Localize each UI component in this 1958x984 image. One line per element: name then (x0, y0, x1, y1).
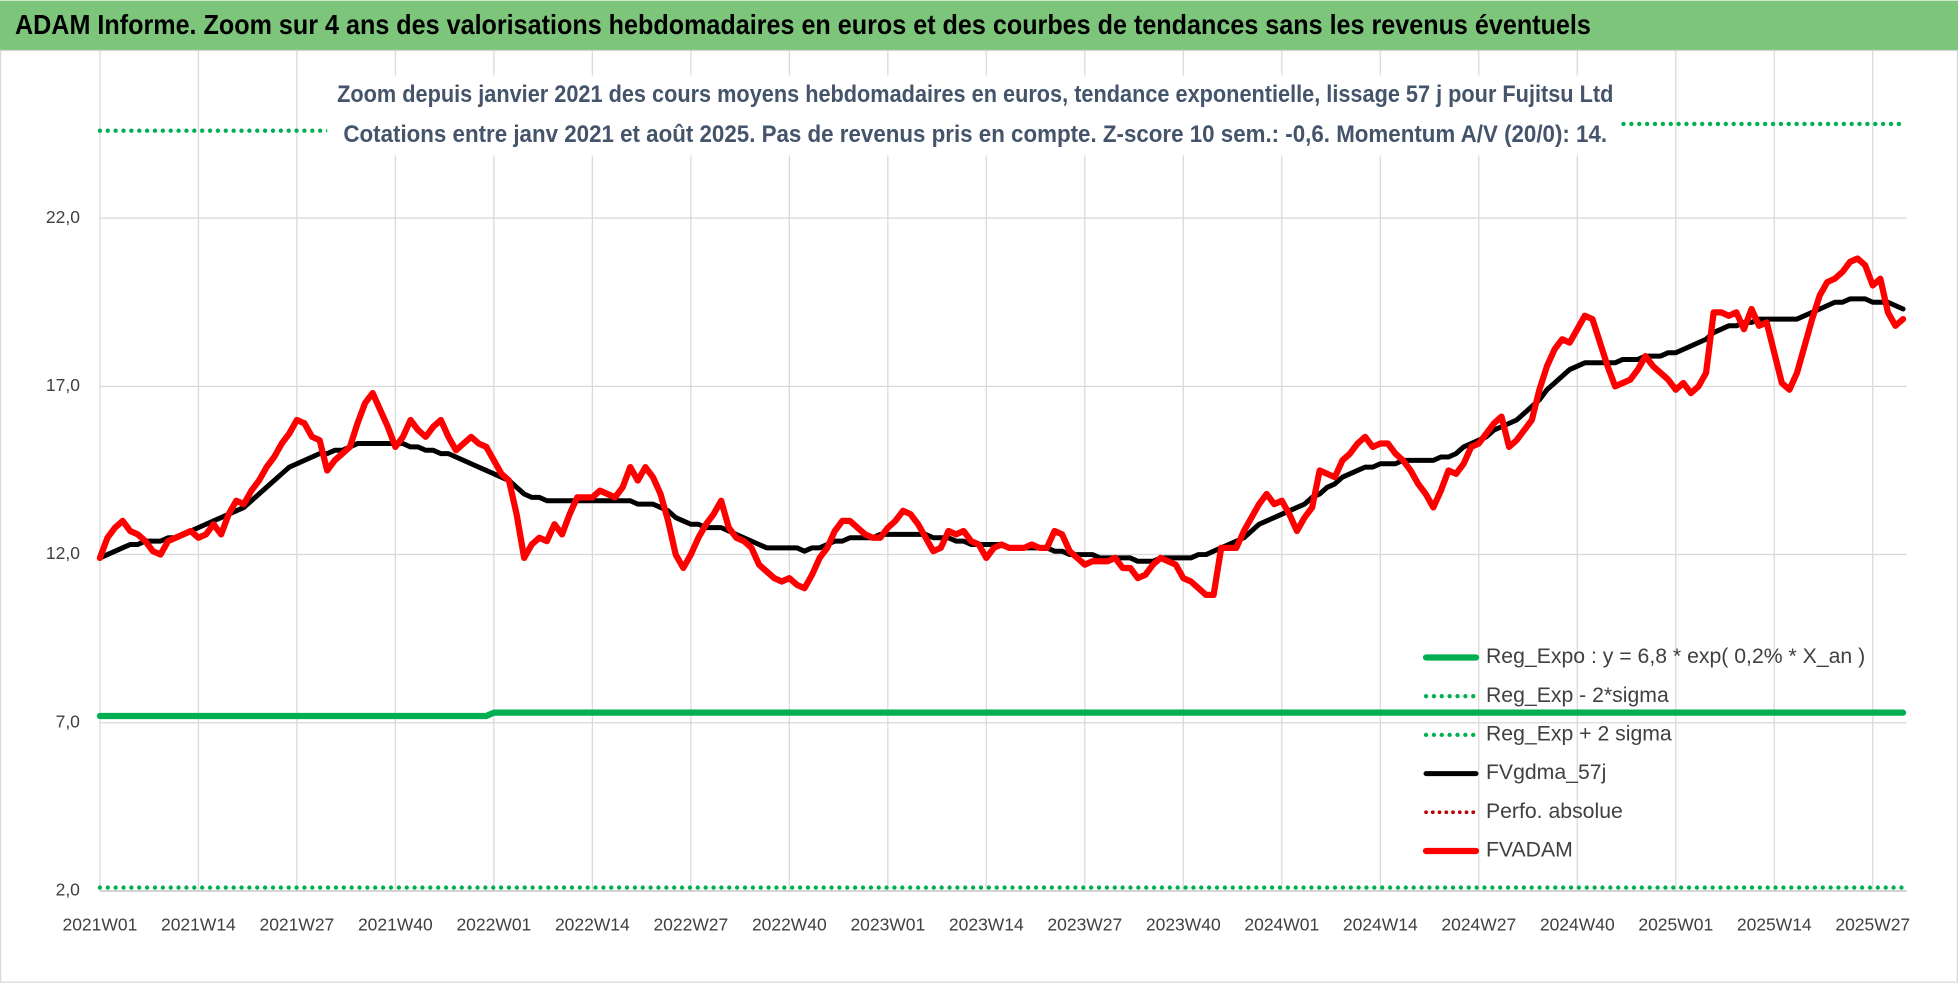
legend-label: FVgdma_57j (1486, 761, 1606, 784)
y-tick-label: 7,0 (56, 711, 81, 731)
y-tick-label: 2,0 (56, 880, 81, 900)
frame (0, 49, 1958, 983)
legend-label: Reg_Expo : y = 6,8 * exp( 0,2% * X_an ) (1486, 645, 1865, 668)
x-tick-label: 2025W27 (1835, 915, 1910, 935)
x-tick-label: 2022W40 (752, 915, 827, 935)
grid: 2,0 7,0 12,0 17,0 22,0 2021W01 2021W14 2021W27 2… (46, 49, 1910, 935)
subtitle-block: Zoom depuis janvier 2021 des cours moyen… (327, 75, 1621, 156)
x-tick-label: 2023W14 (949, 915, 1024, 935)
x-tick-label: 2023W40 (1146, 915, 1221, 935)
x-tick-label: 2024W27 (1441, 915, 1516, 935)
x-tick-label: 2024W01 (1244, 915, 1319, 935)
legend-label: FVADAM (1486, 839, 1573, 862)
x-tick-label: 2022W27 (653, 915, 728, 935)
legend-label: Perfo. absolue (1486, 800, 1623, 823)
y-tick-label: 17,0 (46, 375, 80, 395)
x-tick-label: 2025W01 (1638, 915, 1713, 935)
x-tick-label: 2024W40 (1540, 915, 1615, 935)
series-line (96, 709, 1907, 720)
x-tick-label: 2021W01 (63, 915, 138, 935)
legend-label: Reg_Exp + 2 sigma (1486, 722, 1672, 745)
y-tick-label: 22,0 (46, 207, 80, 227)
subtitle-line: Cotations entre janv 2021 et août 2025. … (343, 122, 1607, 148)
legend: Reg_Expo : y = 6,8 * exp( 0,2% * X_an ) R… (1422, 645, 1865, 862)
x-tick-label: 2023W01 (850, 915, 925, 935)
header-banner (0, 0, 1958, 51)
subtitle-background (327, 75, 1621, 156)
header-title: ADAM Informe. Zoom sur 4 ans des valoris… (15, 9, 1591, 40)
y-tick-label: 12,0 (46, 543, 80, 563)
x-tick-label: 2021W40 (358, 915, 433, 935)
x-tick-label: 2024W14 (1343, 915, 1418, 935)
x-tick-label: 2021W27 (259, 915, 334, 935)
x-tick-label: 2022W14 (555, 915, 630, 935)
series-line (96, 255, 1907, 599)
subtitle-line: Zoom depuis janvier 2021 des cours moyen… (337, 82, 1613, 108)
x-tick-label: 2025W14 (1737, 915, 1812, 935)
x-tick-label: 2023W27 (1047, 915, 1122, 935)
x-tick-label: 2021W14 (161, 915, 236, 935)
x-tick-label: 2022W01 (456, 915, 531, 935)
legend-label: Reg_Exp - 2*sigma (1486, 684, 1669, 707)
